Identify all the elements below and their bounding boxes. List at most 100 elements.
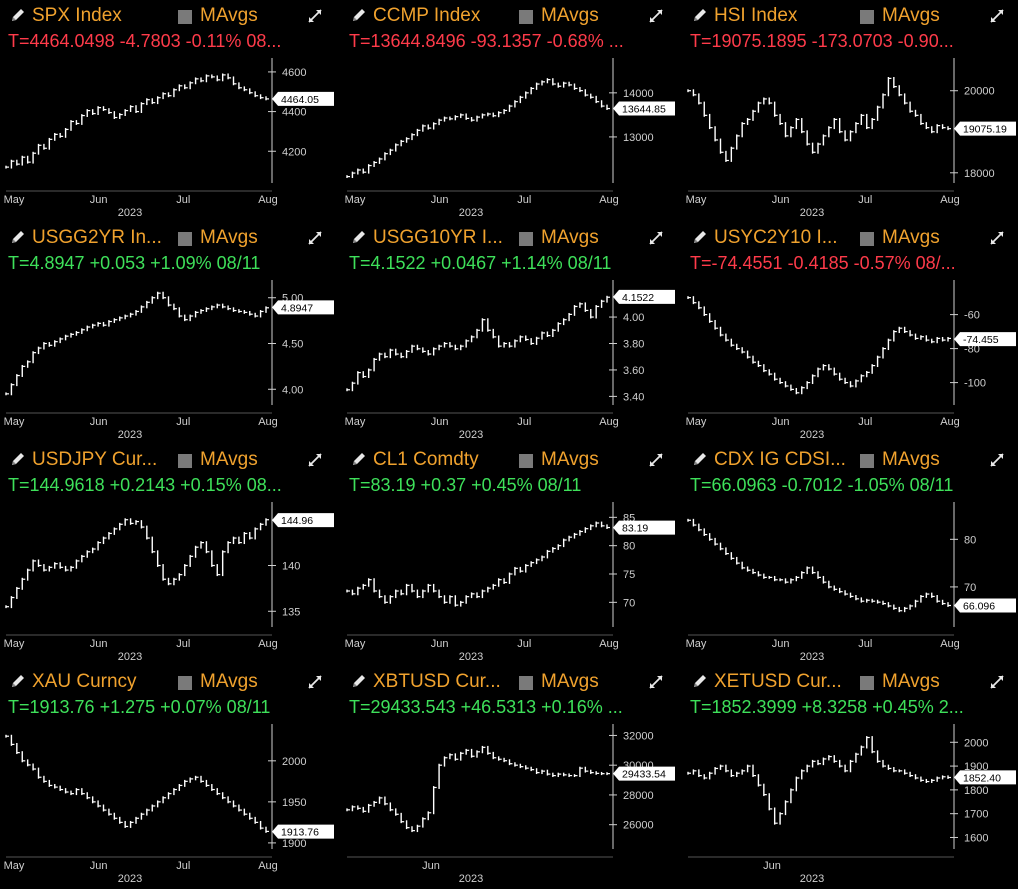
square-icon[interactable]	[178, 676, 192, 690]
price-chart[interactable]: -60 -80 -100 -74.455 May Jun Jul Aug 2023	[682, 276, 1018, 441]
chart-panel[interactable]: USYC2Y10 I... MAvgs T=-74.4551 -0.4185 -0.…	[682, 222, 1018, 441]
pencil-icon[interactable]	[351, 229, 367, 245]
year-label: 2023	[118, 207, 142, 219]
last-price-marker	[613, 520, 675, 535]
mavgs-button[interactable]: MAvgs	[200, 227, 258, 248]
pencil-icon[interactable]	[351, 7, 367, 23]
ticker-label[interactable]: XETUSD Cur...	[714, 671, 842, 692]
square-icon[interactable]	[860, 10, 874, 24]
pencil-icon[interactable]	[10, 229, 26, 245]
price-chart[interactable]: 2000 1900 1800 1700 1600 1852.40 Jun 2023	[682, 720, 1018, 885]
expand-arrows-icon[interactable]	[647, 229, 665, 247]
expand-arrows-icon[interactable]	[306, 7, 324, 25]
y-tick-label: 4600	[282, 67, 306, 79]
price-chart[interactable]: 4.00 3.80 3.60 3.40 4.1522 May Jun Jul Aug 2023	[341, 276, 677, 441]
ticker-label[interactable]: USYC2Y10 I...	[714, 227, 838, 248]
expand-arrows-icon[interactable]	[988, 673, 1006, 691]
pencil-icon[interactable]	[692, 229, 708, 245]
pencil-icon[interactable]	[351, 451, 367, 467]
x-tick-label: Jul	[858, 638, 872, 650]
ticker-label[interactable]: HSI Index	[714, 5, 798, 26]
price-chart[interactable]: 140 135 144.96 May Jun Jul Aug 2023	[0, 498, 336, 663]
square-icon[interactable]	[519, 676, 533, 690]
square-icon[interactable]	[519, 10, 533, 24]
price-chart[interactable]: 4600 4400 4200 4464.05 May Jun Jul Aug 2023	[0, 54, 336, 219]
square-icon[interactable]	[519, 454, 533, 468]
x-tick-label: May	[4, 638, 25, 650]
mavgs-button[interactable]: MAvgs	[882, 671, 940, 692]
square-icon[interactable]	[860, 676, 874, 690]
square-icon[interactable]	[860, 232, 874, 246]
ticker-label[interactable]: USDJPY Cur...	[32, 449, 158, 470]
price-chart[interactable]: 20000 18000 19075.19 May Jun Jul Aug 2023	[682, 54, 1018, 219]
year-label: 2023	[800, 873, 824, 885]
mavgs-button[interactable]: MAvgs	[882, 227, 940, 248]
mavgs-button[interactable]: MAvgs	[200, 671, 258, 692]
ticker-label[interactable]: USGG10YR I...	[373, 227, 503, 248]
chart-panel[interactable]: HSI Index MAvgs T=19075.1895 -173.0703 -0.…	[682, 0, 1018, 219]
chart-panel[interactable]: CDX IG CDSI... MAvgs T=66.0963 -0.7012 -1.…	[682, 444, 1018, 663]
price-chart[interactable]: 14000 13000 13644.85 May Jun Jul Aug 2023	[341, 54, 677, 219]
expand-arrows-icon[interactable]	[988, 7, 1006, 25]
expand-arrows-icon[interactable]	[306, 451, 324, 469]
pencil-icon[interactable]	[692, 673, 708, 689]
expand-arrows-icon[interactable]	[306, 673, 324, 691]
mavgs-button[interactable]: MAvgs	[541, 5, 599, 26]
square-icon[interactable]	[519, 232, 533, 246]
chart-panel[interactable]: CCMP Index MAvgs T=13644.8496 -93.1357 -0.…	[341, 0, 677, 219]
y-tick-label: 70	[623, 597, 635, 609]
square-icon[interactable]	[178, 232, 192, 246]
chart-panel[interactable]: XBTUSD Cur... MAvgs T=29433.543 +46.5313 +…	[341, 666, 677, 885]
pencil-icon[interactable]	[692, 451, 708, 467]
mavgs-button[interactable]: MAvgs	[541, 671, 599, 692]
square-icon[interactable]	[860, 454, 874, 468]
expand-arrows-icon[interactable]	[647, 7, 665, 25]
pencil-icon[interactable]	[10, 7, 26, 23]
mavgs-button[interactable]: MAvgs	[882, 5, 940, 26]
y-tick-label: -80	[964, 344, 980, 356]
ticker-label[interactable]: SPX Index	[32, 5, 122, 26]
ticker-label[interactable]: XAU Curncy	[32, 671, 137, 692]
ticker-label[interactable]: CL1 Comdty	[373, 449, 479, 470]
expand-arrows-icon[interactable]	[988, 229, 1006, 247]
chart-panel[interactable]: XAU Curncy MAvgs T=1913.76 +1.275 +0.07% 0…	[0, 666, 336, 885]
pencil-icon[interactable]	[10, 673, 26, 689]
expand-arrows-icon[interactable]	[647, 673, 665, 691]
ticker-label[interactable]: USGG2YR In...	[32, 227, 162, 248]
x-tick-label: May	[686, 638, 707, 650]
chart-panel[interactable]: CL1 Comdty MAvgs T=83.19 +0.37 +0.45% 08/1…	[341, 444, 677, 663]
price-chart[interactable]: 80 70 66.096 May Jun Jul Aug 2023	[682, 498, 1018, 663]
last-price-label: 144.96	[281, 515, 313, 527]
ticker-label[interactable]: XBTUSD Cur...	[373, 671, 501, 692]
mavgs-button[interactable]: MAvgs	[200, 5, 258, 26]
chart-panel[interactable]: USGG2YR In... MAvgs T=4.8947 +0.053 +1.09%…	[0, 222, 336, 441]
ticker-label[interactable]: CDX IG CDSI...	[714, 449, 846, 470]
pencil-icon[interactable]	[10, 451, 26, 467]
expand-arrows-icon[interactable]	[647, 451, 665, 469]
year-label: 2023	[118, 429, 142, 441]
x-tick-label: Aug	[258, 860, 278, 872]
chart-panel[interactable]: USGG10YR I... MAvgs T=4.1522 +0.0467 +1.14…	[341, 222, 677, 441]
year-label: 2023	[459, 651, 483, 663]
y-tick-label: 2000	[282, 756, 306, 768]
ticker-label[interactable]: CCMP Index	[373, 5, 481, 26]
mavgs-button[interactable]: MAvgs	[200, 449, 258, 470]
expand-arrows-icon[interactable]	[306, 229, 324, 247]
chart-panel[interactable]: SPX Index MAvgs T=4464.0498 -4.7803 -0.11%…	[0, 0, 336, 219]
square-icon[interactable]	[178, 10, 192, 24]
expand-arrows-icon[interactable]	[988, 451, 1006, 469]
chart-panel[interactable]: USDJPY Cur... MAvgs T=144.9618 +0.2143 +0.…	[0, 444, 336, 663]
pencil-icon[interactable]	[692, 7, 708, 23]
mavgs-button[interactable]: MAvgs	[541, 449, 599, 470]
square-icon[interactable]	[178, 454, 192, 468]
chart-panel[interactable]: XETUSD Cur... MAvgs T=1852.3999 +8.3258 +0…	[682, 666, 1018, 885]
mavgs-button[interactable]: MAvgs	[882, 449, 940, 470]
pencil-icon[interactable]	[351, 673, 367, 689]
year-label: 2023	[118, 873, 142, 885]
quote-line: T=19075.1895 -173.0703 -0.90...	[690, 31, 954, 51]
mavgs-button[interactable]: MAvgs	[541, 227, 599, 248]
